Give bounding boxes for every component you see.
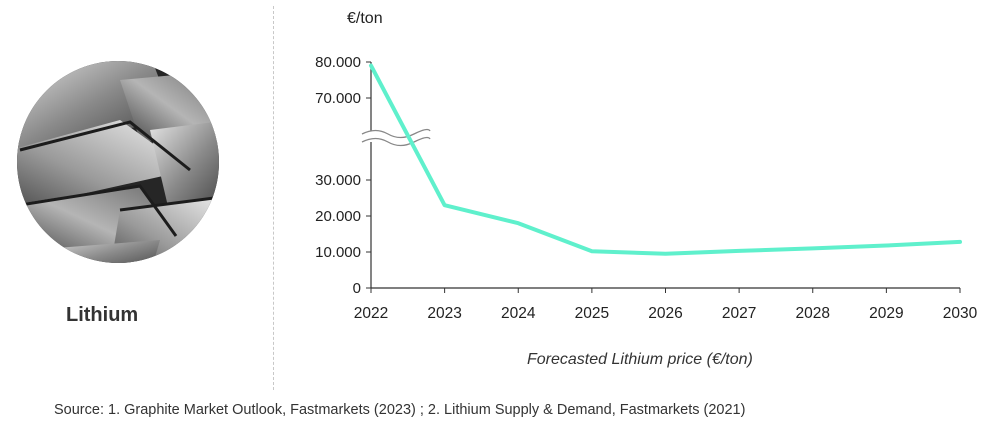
y-axis-unit: €/ton [347,10,383,27]
lithium-photo [17,61,219,263]
lithium-price-line [369,63,962,256]
section-divider [273,6,274,390]
y-tick-label: 0 [353,280,361,297]
x-tick-label: 2029 [869,305,903,322]
x-tick-label: 2025 [575,305,609,322]
x-ticks: 2022 2023 2024 2025 2026 2027 2028 2029 2030 [354,288,978,322]
axis-break-mark [356,128,436,147]
x-tick-label: 2028 [796,305,830,322]
x-tick-label: 2030 [943,305,978,322]
y-tick-label: 70.000 [315,90,361,107]
x-tick-label: 2024 [501,305,536,322]
lithium-price-chart: €/ton 0 10.000 20.000 30.000 70.000 80.000 20… [315,10,978,322]
chart-caption: Forecasted Lithium price (€/ton) [527,351,753,368]
x-tick-label: 2023 [427,305,461,322]
source-note: Source: 1. Graphite Market Outlook, Fast… [54,402,746,418]
material-label: Lithium [66,304,139,326]
x-tick-label: 2027 [722,305,756,322]
y-tick-label: 30.000 [315,172,361,189]
y-tick-label: 10.000 [315,244,361,261]
y-tick-label: 80.000 [315,54,361,71]
y-ticks: 0 10.000 20.000 30.000 70.000 80.000 [315,54,371,297]
y-tick-label: 20.000 [315,208,361,225]
x-tick-label: 2026 [648,305,682,322]
x-tick-label: 2022 [354,305,388,322]
